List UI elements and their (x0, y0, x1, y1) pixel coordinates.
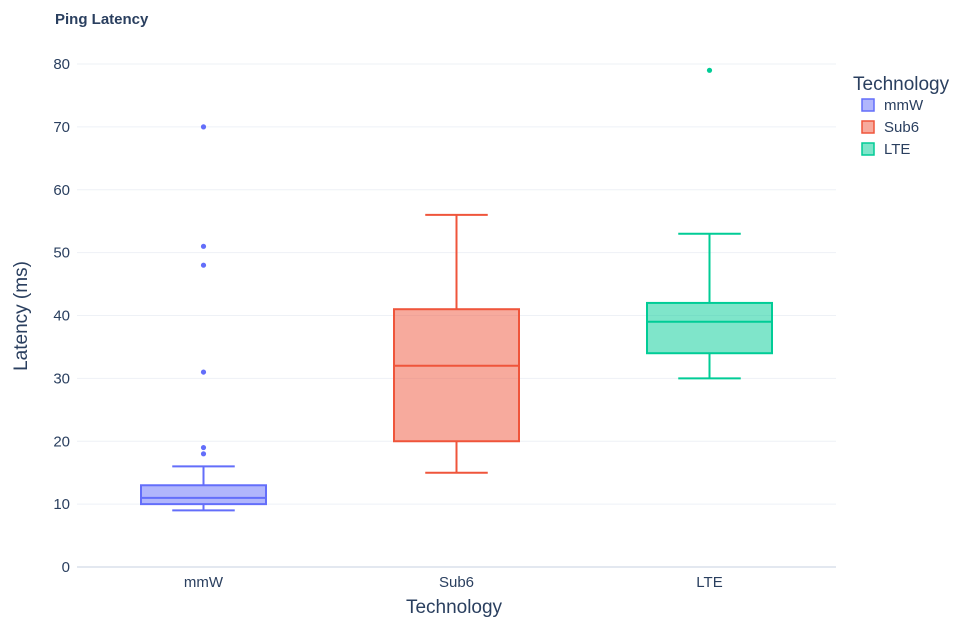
iqr-box (393, 308, 520, 443)
y-tick-label: 40 (53, 308, 70, 325)
legend-title: Technology (853, 74, 950, 95)
legend-label: Sub6 (884, 119, 919, 136)
legend-label: LTE (884, 141, 910, 158)
legend-swatch (861, 98, 875, 112)
box-sub6 (393, 213, 520, 474)
iqr-box (646, 301, 773, 355)
x-tick-label: LTE (696, 574, 722, 591)
y-axis-title: Latency (ms) (11, 261, 32, 371)
outlier-point (200, 262, 207, 268)
y-tick-label: 50 (53, 245, 70, 262)
legend-swatch (861, 120, 875, 134)
box-mmw (140, 124, 267, 512)
box-series (140, 67, 773, 512)
legend: Technology mmW Sub6 LTE (853, 74, 950, 158)
iqr-box (140, 484, 267, 506)
y-tick-label: 70 (53, 119, 70, 136)
chart-title: Ping Latency (55, 11, 149, 28)
outlier-point (200, 124, 207, 130)
legend-item-sub6: Sub6 (861, 119, 919, 136)
outlier-point (200, 243, 207, 249)
y-tick-label: 80 (53, 56, 70, 73)
legend-item-lte: LTE (861, 141, 910, 158)
legend-item-mmw: mmW (861, 97, 924, 114)
y-tick-label: 60 (53, 182, 70, 199)
box-lte (646, 67, 773, 380)
outlier-point (200, 444, 207, 451)
y-tick-label: 30 (53, 370, 70, 387)
y-tick-label: 10 (53, 496, 70, 513)
x-axis-title: Technology (406, 597, 503, 618)
legend-label: mmW (884, 97, 924, 114)
outlier-point (706, 67, 713, 73)
outlier-point (200, 451, 207, 457)
y-tick-label: 0 (62, 559, 70, 576)
legend-swatch (861, 142, 875, 156)
outlier-point (200, 369, 207, 375)
x-tick-label: mmW (184, 574, 224, 591)
y-tick-label: 20 (53, 433, 70, 450)
x-tick-label: Sub6 (439, 574, 474, 591)
x-axis-ticks: mmW Sub6 LTE (184, 574, 723, 591)
y-axis-ticks: 0 10 20 30 40 50 60 70 80 (53, 56, 70, 576)
